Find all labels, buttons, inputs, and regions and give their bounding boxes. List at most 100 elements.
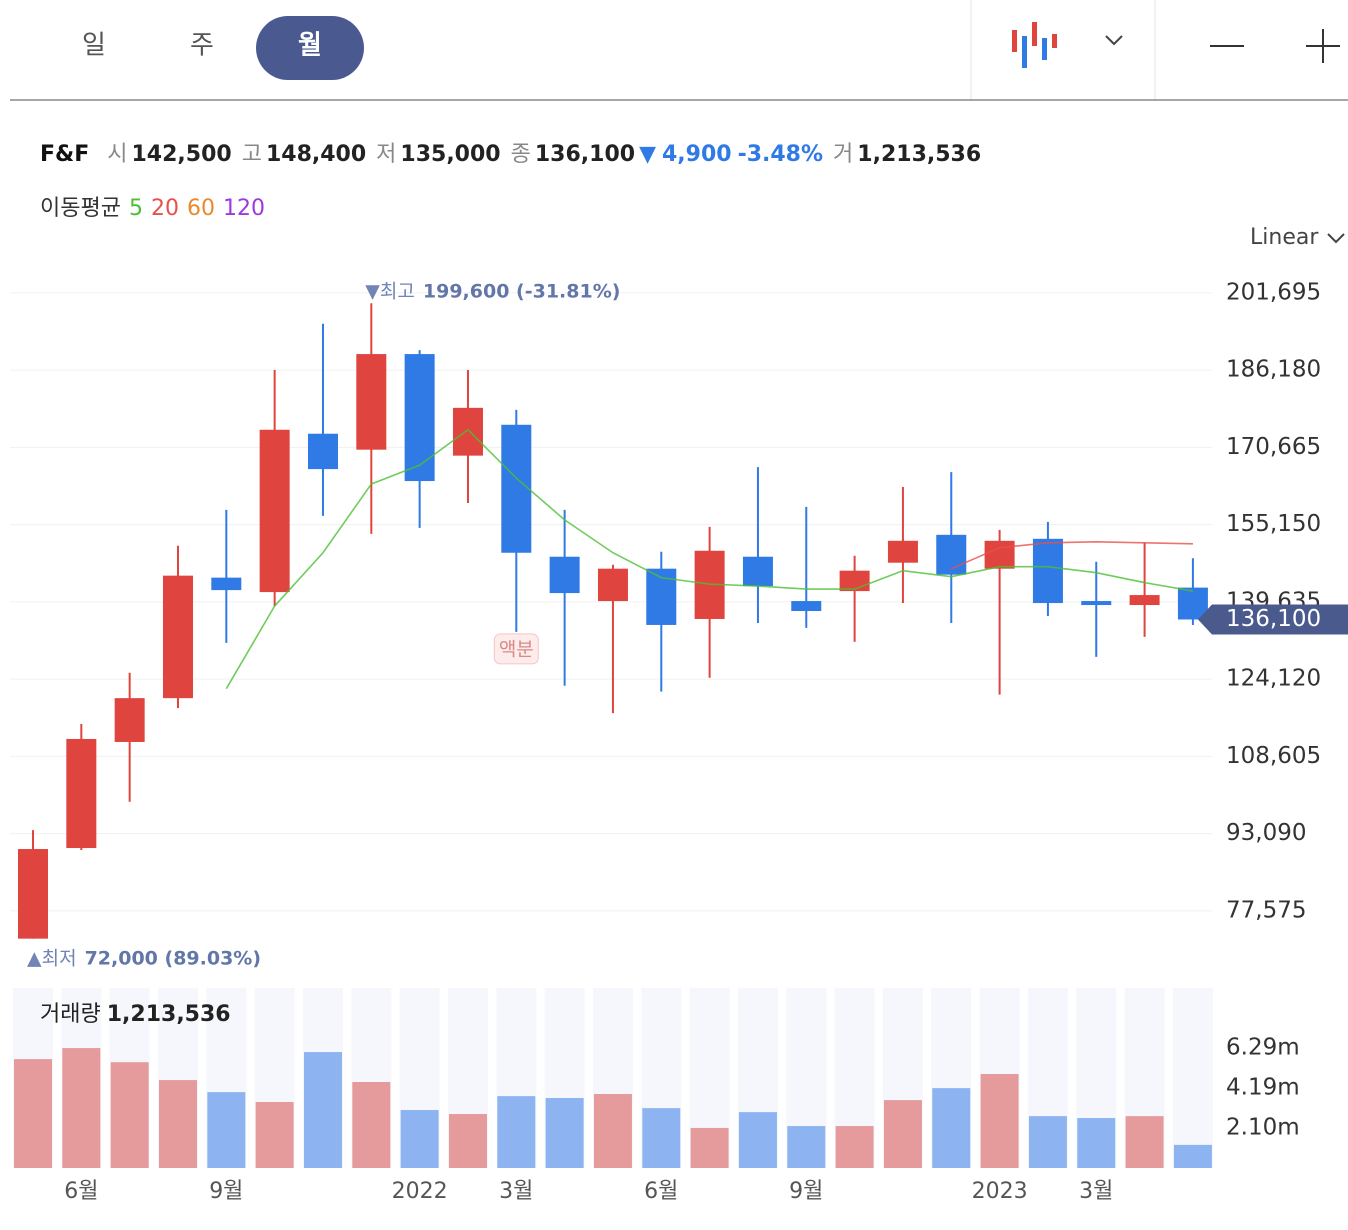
x-tick-label: 3월 [499, 1179, 533, 1204]
icon-part [1042, 38, 1047, 60]
extreme-annotation: ▼최고 199,600 (-31.81%) [365, 280, 620, 302]
ma-legend-item: 20 [151, 196, 179, 221]
annotation-marker: ▼최고 [365, 280, 415, 302]
candle-body [549, 556, 580, 594]
y-tick-label: 77,575 [1226, 897, 1306, 923]
volume-bar [787, 1126, 826, 1168]
ma-title: 이동평균 [40, 196, 121, 221]
y-tick-label: 108,605 [1226, 743, 1321, 769]
volume-bar [1028, 1116, 1067, 1168]
value: 1,213,536 [857, 142, 981, 167]
period-tab[interactable]: 주 [190, 31, 214, 61]
volume-bar [110, 1062, 149, 1168]
moving-average-line [225, 428, 1194, 690]
last-price-tag [1198, 604, 1348, 635]
volume-bar [642, 1108, 681, 1168]
dropdown-chevron [1327, 233, 1345, 244]
change-pct: -3.48% [738, 142, 823, 167]
volume-bar [545, 1098, 584, 1168]
extreme-annotation: ▲최저 72,000 (89.03%) [27, 947, 261, 969]
y-tick-label: 124,120 [1226, 666, 1321, 692]
volume-column-bg [1172, 988, 1213, 1168]
volume-label: 거래량 [40, 1002, 101, 1027]
x-tick-label: 3월 [1079, 1179, 1113, 1204]
scale-selector[interactable]: Linear [1250, 225, 1345, 250]
x-tick-label: 9월 [209, 1179, 243, 1204]
label: 거 [833, 142, 853, 167]
volume-tick-label: 6.29m [1226, 1035, 1300, 1061]
icon-part [1032, 22, 1037, 46]
volume-bar [835, 1126, 874, 1168]
y-tick-label: 186,180 [1226, 357, 1321, 383]
value: 148,400 [266, 142, 366, 167]
candle-body [742, 556, 773, 587]
volume-bar [980, 1073, 1019, 1168]
event-badge: 액분 [499, 638, 534, 660]
candle-body [597, 568, 628, 602]
moving-average-line [950, 540, 1193, 570]
annotation-value: 199,600 (-31.81%) [423, 280, 621, 302]
quote-info: F&F 시 142,500 고 148,400 저 135,000 종 136,100 ▼ 4,90… [40, 142, 981, 167]
last-price-label: 136,100 [1226, 606, 1321, 632]
stock-name: F&F [40, 142, 89, 167]
tab-selected-bg [256, 16, 364, 80]
candle-body [1177, 587, 1208, 620]
volume-bar [448, 1114, 487, 1168]
candle-body [307, 433, 338, 470]
y-tick-label: 170,665 [1226, 434, 1321, 460]
value: 142,500 [132, 142, 232, 167]
icon-part [1022, 36, 1027, 68]
volume-bar [1125, 1116, 1164, 1168]
volume-bar [932, 1088, 971, 1168]
ma-legend: 이동평균 5 20 60 120 [40, 196, 265, 221]
volume-bar [400, 1110, 439, 1168]
label: 종 [511, 142, 531, 167]
dropdown-chevron [1105, 35, 1123, 46]
volume-bar [883, 1100, 922, 1168]
volume-bar [62, 1048, 101, 1168]
label: 시 [107, 142, 127, 167]
candle-body [887, 540, 918, 563]
icon-part [1052, 34, 1057, 48]
change-arrow: ▼ [639, 142, 656, 167]
candle-body [984, 540, 1015, 569]
icon-part [1012, 30, 1017, 52]
candle-body [404, 354, 435, 482]
volume-bar [593, 1094, 632, 1168]
candle-body [356, 354, 387, 450]
volume-bar [352, 1082, 391, 1168]
period-tab[interactable]: 일 [82, 31, 106, 61]
value: 135,000 [400, 142, 500, 167]
volume-bar [207, 1092, 246, 1168]
label: 고 [242, 142, 262, 167]
y-tick-label: 93,090 [1226, 820, 1306, 846]
candle-body [1032, 538, 1063, 604]
ma-legend-item: 60 [187, 196, 215, 221]
candle-body [18, 849, 48, 939]
period-tab[interactable]: 월 [298, 31, 322, 61]
candle-body [1129, 595, 1160, 606]
candle-body [501, 424, 532, 553]
chart-type-button[interactable] [1012, 22, 1123, 68]
ma-legend-item: 120 [223, 196, 265, 221]
volume-bar [690, 1127, 729, 1168]
x-tick-label: 6월 [64, 1179, 98, 1204]
volume-bar [14, 1059, 52, 1168]
volume-bar [1173, 1144, 1212, 1168]
candle-body [162, 575, 193, 699]
x-tick-label: 2023 [972, 1179, 1028, 1204]
scale-mode: Linear [1250, 225, 1319, 250]
annotation-marker: ▲최저 [27, 947, 77, 969]
y-tick-label: 201,695 [1226, 279, 1321, 305]
volume-tick-label: 2.10m [1226, 1114, 1300, 1140]
volume-bar [303, 1052, 342, 1168]
zoom-in-button[interactable] [1306, 29, 1340, 63]
volume-current: 1,213,536 [107, 1002, 231, 1027]
annotation-value: 72,000 (89.03%) [85, 947, 261, 969]
candle-body [114, 698, 145, 742]
ma-legend-item: 5 [129, 196, 143, 221]
volume-bar [497, 1096, 536, 1168]
x-tick-label: 2022 [392, 1179, 448, 1204]
